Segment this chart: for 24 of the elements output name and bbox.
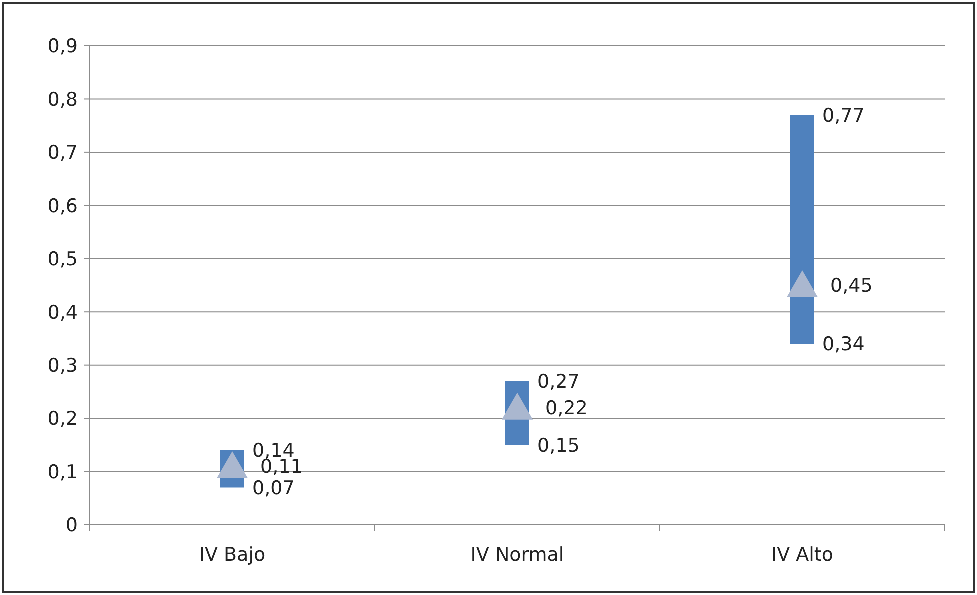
x-tick-label: IV Alto	[772, 544, 834, 566]
bar	[790, 115, 814, 344]
annotation: 0,34	[822, 334, 865, 356]
point	[786, 270, 818, 298]
point	[216, 451, 248, 478]
x-tick-label: IV Bajo	[199, 544, 266, 566]
y-tick-label: 0	[66, 514, 78, 537]
data-label: 0,45	[830, 275, 873, 298]
annotation: 0,15	[538, 434, 580, 457]
annotation: 0,07	[252, 477, 295, 500]
data-label: 0,22	[546, 398, 588, 420]
y-tick-label: 0,4	[48, 302, 78, 324]
y-tick-label: 0,3	[48, 354, 78, 377]
y-tick-label: 0,8	[48, 88, 78, 111]
y-tick-label: 0,2	[48, 408, 78, 430]
point	[502, 392, 534, 420]
annotation: 0,77	[822, 104, 865, 127]
y-tick-label: 0,9	[48, 36, 78, 58]
y-tick-label: 0,6	[48, 195, 78, 218]
x-tick-label: IV Normal	[470, 544, 564, 566]
y-tick-label: 0,7	[48, 142, 78, 164]
y-tick-label: 0,5	[48, 248, 78, 271]
annotation: 0,27	[538, 370, 580, 393]
y-tick-label: 0,1	[48, 461, 78, 484]
